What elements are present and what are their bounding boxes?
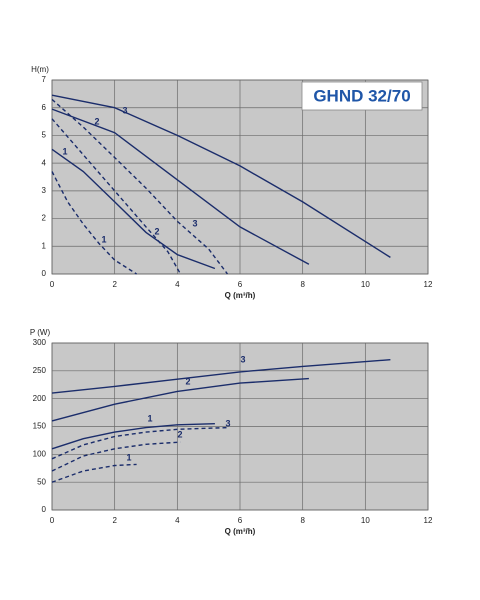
curve-label: 2 <box>94 116 99 126</box>
curve <box>51 377 309 422</box>
y-tick-label: 0 <box>42 269 47 278</box>
y-tick-label: 250 <box>33 366 47 375</box>
curve <box>51 148 216 270</box>
curve <box>51 423 215 450</box>
x-tick-label: 10 <box>361 280 370 289</box>
y-tick-label: 5 <box>42 131 47 140</box>
x-tick-label: 0 <box>50 516 55 525</box>
y-tick-label: 2 <box>42 214 47 223</box>
curve-label: 3 <box>122 105 127 115</box>
curve-label: 1 <box>147 413 152 423</box>
curve <box>51 94 391 258</box>
curve <box>51 98 229 275</box>
curve <box>51 118 182 275</box>
curve-label: 2 <box>177 429 182 439</box>
y-tick-label: 50 <box>37 477 46 486</box>
x-tick-label: 8 <box>300 280 305 289</box>
y-tick-label: 100 <box>33 449 47 458</box>
curve-label: 1 <box>101 234 106 244</box>
curve <box>51 441 181 472</box>
y-tick-label: 200 <box>33 394 47 403</box>
x-tick-label: 10 <box>361 516 370 525</box>
chart-title: GHND 32/70 <box>313 86 410 105</box>
curve <box>51 108 310 265</box>
curve-label: 1 <box>126 452 131 462</box>
y-axis-label: P (W) <box>30 328 51 337</box>
y-tick-label: 7 <box>42 75 47 84</box>
curve <box>51 426 228 460</box>
x-tick-label: 2 <box>112 516 117 525</box>
x-axis-label: Q (m³/h) <box>225 291 256 300</box>
x-tick-label: 4 <box>175 516 180 525</box>
curve <box>51 171 137 275</box>
curve-label: 1 <box>62 146 67 156</box>
curve-label: 2 <box>154 226 159 236</box>
x-tick-label: 8 <box>300 516 305 525</box>
curve-label: 3 <box>225 418 230 428</box>
x-tick-label: 2 <box>112 280 117 289</box>
curve-label: 3 <box>192 218 197 228</box>
y-tick-label: 150 <box>33 422 47 431</box>
y-tick-label: 300 <box>33 338 47 347</box>
curve <box>51 463 137 483</box>
y-tick-label: 6 <box>42 103 47 112</box>
title-box <box>301 81 423 111</box>
y-tick-label: 4 <box>42 158 47 167</box>
x-tick-label: 6 <box>238 516 243 525</box>
y-axis-label: H(m) <box>31 65 49 74</box>
x-tick-label: 12 <box>424 516 433 525</box>
y-tick-label: 1 <box>42 241 47 250</box>
curve-label: 2 <box>185 376 190 386</box>
y-tick-label: 3 <box>42 186 47 195</box>
x-tick-label: 4 <box>175 280 180 289</box>
curve-label: 3 <box>240 354 245 364</box>
y-tick-label: 0 <box>42 505 47 514</box>
x-tick-label: 0 <box>50 280 55 289</box>
x-axis-label: Q (m³/h) <box>225 527 256 536</box>
x-tick-label: 6 <box>238 280 243 289</box>
curve <box>51 359 391 394</box>
x-tick-label: 12 <box>424 280 433 289</box>
